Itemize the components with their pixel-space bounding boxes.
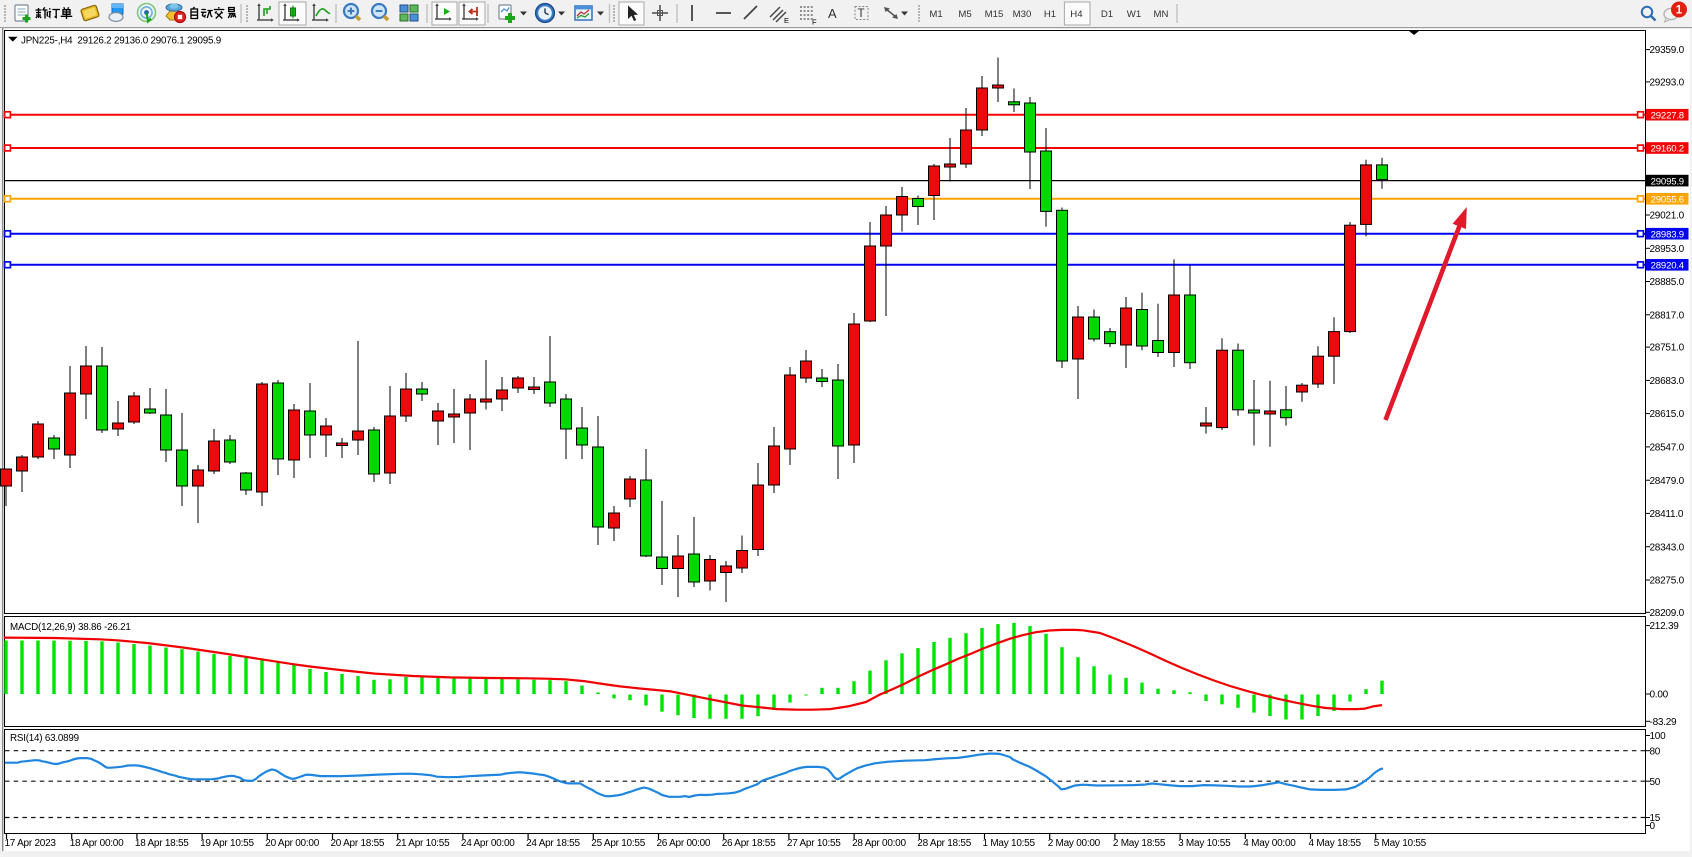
svg-text:28411.0: 28411.0 xyxy=(1650,509,1684,520)
svg-text:E: E xyxy=(784,16,789,25)
svg-text:2 May 00:00: 2 May 00:00 xyxy=(1048,838,1101,849)
svg-text:29359.0: 29359.0 xyxy=(1650,45,1685,56)
svg-text:28751.0: 28751.0 xyxy=(1650,343,1685,354)
svg-text:26 Apr 18:55: 26 Apr 18:55 xyxy=(722,838,776,849)
svg-text:28615.0: 28615.0 xyxy=(1650,409,1685,420)
svg-text:W1: W1 xyxy=(1127,9,1141,20)
svg-text:28 Apr 00:00: 28 Apr 00:00 xyxy=(852,838,906,849)
svg-text:A: A xyxy=(828,6,837,21)
svg-text:1: 1 xyxy=(1676,5,1683,17)
svg-text:18 Apr 00:00: 18 Apr 00:00 xyxy=(70,838,124,849)
svg-text:28479.0: 28479.0 xyxy=(1650,476,1685,487)
svg-text:21 Apr 10:55: 21 Apr 10:55 xyxy=(396,838,450,849)
svg-text:28920.4: 28920.4 xyxy=(1651,261,1685,272)
svg-text:20 Apr 18:55: 20 Apr 18:55 xyxy=(331,838,385,849)
svg-text:17 Apr 2023: 17 Apr 2023 xyxy=(5,838,57,849)
svg-text:4 May 18:55: 4 May 18:55 xyxy=(1309,838,1362,849)
svg-text:50: 50 xyxy=(1650,777,1661,788)
svg-text:15: 15 xyxy=(1650,813,1661,824)
svg-text:29021.0: 29021.0 xyxy=(1650,211,1685,222)
svg-text:100: 100 xyxy=(1650,731,1667,742)
svg-text:F: F xyxy=(812,18,817,27)
svg-text:MN: MN xyxy=(1154,9,1169,20)
svg-text:29293.0: 29293.0 xyxy=(1650,78,1685,89)
svg-text:28683.0: 28683.0 xyxy=(1650,376,1685,387)
svg-text:24 Apr 00:00: 24 Apr 00:00 xyxy=(461,838,515,849)
svg-text:0: 0 xyxy=(1650,821,1656,832)
svg-text:4 May 00:00: 4 May 00:00 xyxy=(1243,838,1296,849)
svg-text:M30: M30 xyxy=(1013,9,1032,20)
svg-text:H4: H4 xyxy=(1070,9,1083,20)
svg-text:28817.0: 28817.0 xyxy=(1650,310,1685,321)
svg-text:19 Apr 10:55: 19 Apr 10:55 xyxy=(200,838,254,849)
svg-text:26 Apr 00:00: 26 Apr 00:00 xyxy=(657,838,711,849)
svg-text:29160.2: 29160.2 xyxy=(1651,144,1684,155)
svg-text:1 May 10:55: 1 May 10:55 xyxy=(983,838,1036,849)
svg-text:H1: H1 xyxy=(1044,9,1056,20)
svg-text:28 Apr 18:55: 28 Apr 18:55 xyxy=(917,838,971,849)
svg-text:25 Apr 10:55: 25 Apr 10:55 xyxy=(591,838,645,849)
svg-text:3 May 10:55: 3 May 10:55 xyxy=(1178,838,1231,849)
svg-text:212.39: 212.39 xyxy=(1650,621,1680,632)
svg-text:0.00: 0.00 xyxy=(1650,690,1669,701)
svg-text:18 Apr 18:55: 18 Apr 18:55 xyxy=(135,838,189,849)
svg-text:5 May 10:55: 5 May 10:55 xyxy=(1374,838,1427,849)
svg-text:28885.0: 28885.0 xyxy=(1650,277,1685,288)
svg-text:29055.6: 29055.6 xyxy=(1651,195,1684,206)
svg-text:28983.9: 28983.9 xyxy=(1651,229,1684,240)
svg-text:29095.9: 29095.9 xyxy=(1651,176,1684,187)
svg-text:-83.29: -83.29 xyxy=(1650,717,1678,728)
svg-text:M15: M15 xyxy=(985,9,1004,20)
svg-text:28953.0: 28953.0 xyxy=(1650,244,1685,255)
svg-text:80: 80 xyxy=(1650,746,1661,757)
svg-text:28547.0: 28547.0 xyxy=(1650,443,1685,454)
svg-text:T: T xyxy=(858,8,865,20)
svg-text:28209.0: 28209.0 xyxy=(1650,608,1685,619)
svg-text:MACD(12,26,9) 38.86 -26.21: MACD(12,26,9) 38.86 -26.21 xyxy=(10,622,131,633)
svg-text:28275.0: 28275.0 xyxy=(1650,576,1685,587)
svg-text:29227.8: 29227.8 xyxy=(1651,110,1684,121)
svg-text:20 Apr 00:00: 20 Apr 00:00 xyxy=(265,838,319,849)
svg-text:2 May 18:55: 2 May 18:55 xyxy=(1113,838,1166,849)
svg-text:M5: M5 xyxy=(958,9,971,20)
svg-text:RSI(14) 63.0899: RSI(14) 63.0899 xyxy=(10,733,79,744)
svg-text:M1: M1 xyxy=(929,9,942,20)
svg-text:JPN225-,H4 29126.2 29136.0 29: JPN225-,H4 29126.2 29136.0 29076.1 29095… xyxy=(21,36,221,47)
svg-text:D1: D1 xyxy=(1101,9,1113,20)
svg-text:28343.0: 28343.0 xyxy=(1650,542,1685,553)
svg-text:27 Apr 10:55: 27 Apr 10:55 xyxy=(787,838,841,849)
svg-text:24 Apr 18:55: 24 Apr 18:55 xyxy=(526,838,580,849)
